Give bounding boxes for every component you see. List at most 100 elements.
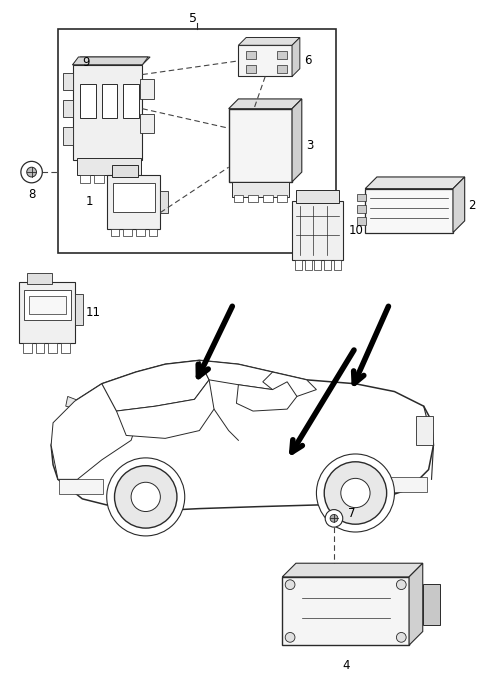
Bar <box>239 45 292 77</box>
Text: 6: 6 <box>304 55 311 67</box>
Circle shape <box>27 167 36 177</box>
Bar <box>80 176 90 183</box>
Bar <box>24 290 71 320</box>
Bar <box>102 84 118 118</box>
Text: 10: 10 <box>348 224 363 237</box>
Bar <box>263 195 273 203</box>
Bar <box>295 260 302 270</box>
Polygon shape <box>365 177 465 188</box>
Polygon shape <box>453 177 465 233</box>
Polygon shape <box>51 384 141 479</box>
Bar <box>246 51 256 59</box>
Text: 1: 1 <box>85 195 93 209</box>
Bar <box>160 191 168 213</box>
Bar <box>36 343 44 353</box>
Bar <box>277 65 287 73</box>
Circle shape <box>324 462 387 524</box>
Bar <box>123 229 132 236</box>
Polygon shape <box>102 360 209 411</box>
Circle shape <box>115 466 177 528</box>
Text: 5: 5 <box>189 12 197 26</box>
Text: 11: 11 <box>85 306 100 319</box>
Polygon shape <box>237 382 297 411</box>
Bar <box>59 479 103 494</box>
Bar <box>23 343 32 353</box>
Bar <box>29 296 66 314</box>
Polygon shape <box>72 57 148 65</box>
Circle shape <box>285 633 295 642</box>
Circle shape <box>131 483 160 511</box>
Bar <box>282 577 409 645</box>
Bar <box>107 175 160 229</box>
Text: 4: 4 <box>342 659 349 672</box>
Polygon shape <box>72 57 150 65</box>
Circle shape <box>325 509 343 527</box>
Bar <box>277 195 287 203</box>
Circle shape <box>341 479 370 507</box>
Bar <box>140 114 154 133</box>
Bar <box>48 343 57 353</box>
Bar <box>305 260 312 270</box>
Bar <box>149 229 157 236</box>
Bar <box>135 176 145 183</box>
Polygon shape <box>292 38 300 77</box>
Text: 2: 2 <box>468 199 476 212</box>
Bar <box>292 201 343 260</box>
Polygon shape <box>292 99 302 182</box>
Bar <box>314 260 321 270</box>
Bar <box>365 188 453 233</box>
Bar <box>111 166 138 177</box>
Polygon shape <box>66 396 80 409</box>
Bar <box>61 343 70 353</box>
Bar <box>358 194 366 201</box>
Bar <box>58 29 336 253</box>
Polygon shape <box>282 563 423 577</box>
Bar <box>248 195 258 203</box>
Bar <box>358 205 366 213</box>
Bar <box>113 183 155 212</box>
Bar <box>121 176 131 183</box>
Text: 3: 3 <box>306 139 313 152</box>
Bar <box>75 294 84 324</box>
Bar <box>334 260 341 270</box>
Polygon shape <box>199 360 287 390</box>
Bar <box>72 65 142 160</box>
Bar <box>55 446 72 466</box>
Bar <box>231 182 289 197</box>
Bar <box>423 583 440 625</box>
Circle shape <box>396 633 406 642</box>
Polygon shape <box>409 563 423 645</box>
Circle shape <box>285 580 295 590</box>
Bar <box>136 229 145 236</box>
Polygon shape <box>239 38 300 45</box>
Circle shape <box>21 162 42 183</box>
Bar <box>416 416 433 446</box>
Bar <box>233 195 243 203</box>
Bar <box>19 282 75 343</box>
Bar <box>246 65 256 73</box>
Bar <box>63 127 72 145</box>
Text: 7: 7 <box>348 507 355 520</box>
Bar <box>110 229 120 236</box>
Polygon shape <box>263 372 316 396</box>
Bar <box>77 158 141 176</box>
Polygon shape <box>228 99 302 108</box>
Bar <box>358 217 366 225</box>
Bar <box>63 73 72 90</box>
Bar <box>383 477 427 492</box>
Bar <box>63 100 72 118</box>
Bar <box>108 176 118 183</box>
Text: 9: 9 <box>83 57 90 69</box>
Bar <box>324 260 331 270</box>
Bar <box>140 79 154 99</box>
Circle shape <box>396 580 406 590</box>
Bar <box>94 176 104 183</box>
Polygon shape <box>117 380 214 438</box>
Circle shape <box>107 458 185 536</box>
Bar <box>27 273 52 284</box>
Polygon shape <box>51 360 433 511</box>
Circle shape <box>330 514 338 522</box>
Bar <box>228 108 292 182</box>
Bar <box>80 84 96 118</box>
Circle shape <box>316 454 395 532</box>
